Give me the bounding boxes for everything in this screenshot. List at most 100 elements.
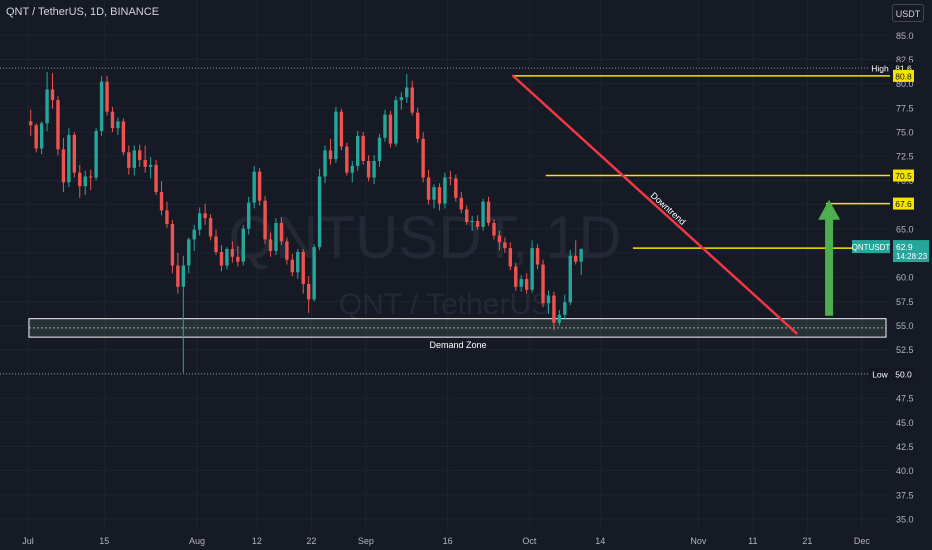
candle <box>263 195 267 245</box>
candle-body <box>94 131 98 178</box>
candle-body <box>448 177 453 179</box>
candle <box>508 242 513 271</box>
candle-body <box>508 248 513 267</box>
candle <box>241 224 245 266</box>
candle <box>99 75 104 136</box>
candle-body <box>323 150 327 177</box>
candle-body <box>377 137 382 162</box>
candle-body <box>252 171 256 203</box>
candle-body <box>443 177 447 204</box>
candle <box>503 237 507 253</box>
candle-body <box>361 135 365 162</box>
level-lines[interactable] <box>0 67 890 375</box>
level-value-bg <box>893 69 914 82</box>
time-axis[interactable]: Jul 15 Aug 12 22 Sep 16 Oct 14 Nov 11 21 Dec <box>0 532 932 550</box>
candle-body <box>50 89 55 101</box>
candle <box>350 161 354 183</box>
time-tick-label: 12 <box>252 536 262 546</box>
candle-body <box>465 209 469 222</box>
price-axis[interactable]: 35.0 37.5 40.0 42.5 45.0 47.5 50.0 52.5 55.0 57.5… <box>890 0 932 550</box>
time-tick-label: 14 <box>595 536 605 546</box>
candle <box>361 132 365 165</box>
candle <box>481 198 485 231</box>
candle <box>383 109 387 142</box>
candle-body <box>203 213 207 219</box>
candle <box>83 170 87 195</box>
candle-body <box>563 302 567 315</box>
candle <box>394 96 398 147</box>
candle <box>448 170 453 186</box>
price-tick-label: 40.0 <box>896 466 914 476</box>
price-tick-label: 52.5 <box>896 345 914 355</box>
candle-body <box>405 87 409 98</box>
candle-body <box>410 87 414 113</box>
level-name-bg <box>869 62 891 75</box>
candle-body <box>225 249 229 266</box>
candle-body <box>524 279 529 290</box>
candle-body <box>192 229 196 240</box>
candle-body <box>39 123 44 149</box>
candle <box>345 142 349 176</box>
candle <box>465 205 469 225</box>
candle-body <box>247 202 251 229</box>
candle <box>39 121 44 155</box>
candle <box>312 244 316 302</box>
candle <box>203 203 207 225</box>
time-tick-label: Sep <box>358 536 374 546</box>
price-tick-label: 60.0 <box>896 273 914 283</box>
candle-body <box>317 176 322 248</box>
candle <box>399 92 404 110</box>
up-arrow-shape[interactable] <box>818 199 841 316</box>
time-tick-label: Jul <box>22 536 34 546</box>
candle <box>492 219 496 240</box>
candle <box>306 276 311 313</box>
candle <box>176 252 180 294</box>
candle-body <box>230 249 235 257</box>
price-axis-bg <box>890 0 932 550</box>
level-value-label: 81.6 <box>895 64 912 74</box>
candle-body <box>328 150 333 160</box>
last-price-bg <box>893 240 929 263</box>
candle-body <box>557 314 562 323</box>
candle <box>34 123 38 153</box>
candle <box>514 262 518 291</box>
candle-body <box>148 164 153 167</box>
candle <box>192 224 196 252</box>
currency-button[interactable]: USDT <box>892 4 924 22</box>
level-value-bg <box>893 169 914 182</box>
candle-body <box>67 134 71 183</box>
price-labels: High81.680.870.567.663.0Low50.0QNTUSDT62… <box>852 62 929 380</box>
level-value-bg <box>893 367 914 380</box>
candle-body <box>399 97 404 101</box>
candle <box>214 229 218 255</box>
up-arrow[interactable] <box>818 199 841 316</box>
downtrend-stroke[interactable] <box>511 74 798 335</box>
candle-body <box>72 134 77 173</box>
time-axis-bg <box>0 532 932 550</box>
symbol-tag: QNTUSDT <box>852 243 891 252</box>
candles <box>29 72 583 373</box>
candle <box>535 244 540 270</box>
demand-zone-label: Demand Zone <box>429 340 486 350</box>
candle-body <box>170 223 175 266</box>
candle <box>105 75 109 116</box>
candle <box>78 164 82 198</box>
candle <box>388 110 393 148</box>
candle-body <box>492 222 496 236</box>
candle-body <box>159 191 164 211</box>
candle-body <box>83 176 87 187</box>
demand-zone[interactable]: Demand Zone <box>28 318 887 350</box>
candle <box>377 133 382 167</box>
candle-body <box>383 114 387 138</box>
candle-body <box>88 176 93 178</box>
candle-body <box>143 160 147 167</box>
candle-body <box>574 255 578 262</box>
candle-body <box>121 121 126 153</box>
candle <box>225 247 229 270</box>
candle <box>143 145 147 173</box>
candle <box>45 72 49 132</box>
candle-body <box>181 265 186 287</box>
candle-body <box>56 100 60 150</box>
candle-body <box>437 187 442 204</box>
